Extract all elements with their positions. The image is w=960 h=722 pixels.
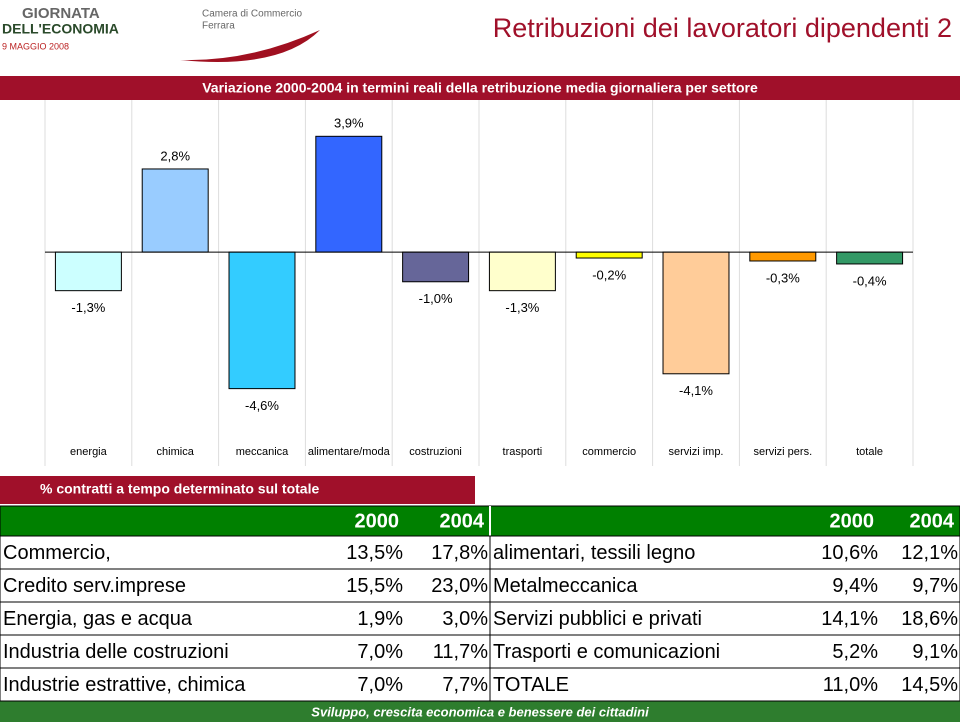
cell-value: 18,6% [901, 608, 958, 630]
row-label: alimentari, tessili legno [493, 542, 695, 564]
x-tick-label: trasporti [503, 446, 543, 458]
cell-value: 14,5% [901, 674, 958, 696]
bar [228, 251, 296, 390]
cell-value: 11,7% [433, 641, 488, 663]
chart-title: Variazione 2000-2004 in termini reali de… [202, 80, 758, 96]
column-header: 2004 [910, 510, 955, 532]
value-label: -1,0% [419, 291, 453, 306]
chamber-text: Camera di Commercio [202, 9, 302, 20]
value-label: -4,6% [245, 398, 279, 413]
cell-value: 3,0% [442, 608, 488, 630]
bar [141, 168, 209, 253]
value-label: -0,4% [853, 273, 887, 288]
cell-value: 9,7% [912, 575, 958, 597]
bar [402, 251, 470, 283]
bar [315, 135, 383, 253]
row-label: TOTALE [493, 674, 569, 696]
bar [749, 251, 817, 262]
cell-value: 7,7% [442, 674, 488, 696]
value-label: -0,2% [592, 268, 626, 283]
cell-value: 10,6% [821, 542, 878, 564]
cell-value: 5,2% [832, 641, 878, 663]
cell-value: 17,8% [431, 542, 488, 564]
table-title: % contratti a tempo determinato sul tota… [40, 481, 319, 497]
column-header: 2004 [440, 510, 485, 532]
cell-value: 9,1% [912, 641, 958, 663]
table-row [0, 568, 960, 603]
cell-value: 9,4% [832, 575, 878, 597]
value-label: -1,3% [71, 300, 105, 315]
cell-value: 11,0% [823, 674, 878, 696]
table-header [0, 505, 960, 537]
row-label: Energia, gas e acqua [3, 608, 193, 630]
logo-text: DELL'ECONOMIA [2, 21, 119, 37]
row-label: Industria delle costruzioni [3, 641, 229, 663]
row-label: Servizi pubblici e privati [493, 608, 702, 630]
value-label: 2,8% [160, 148, 190, 163]
x-tick-label: chimica [157, 446, 195, 458]
footer-text: Sviluppo, crescita economica e benessere… [311, 704, 649, 719]
slide-title: Retribuzioni dei lavoratori dipendenti 2 [493, 13, 952, 43]
cell-value: 23,0% [431, 575, 488, 597]
chart-title-bar [0, 76, 960, 100]
cell-value: 13,5% [346, 542, 403, 564]
table-title-bar [0, 476, 475, 504]
bar [488, 251, 556, 292]
row-label: Trasporti e comunicazioni [493, 641, 720, 663]
column-header: 2000 [355, 510, 400, 532]
value-label: -1,3% [505, 300, 539, 315]
cell-value: 15,5% [346, 575, 403, 597]
table-row [0, 667, 960, 702]
bar [54, 251, 122, 292]
row-label: Metalmeccanica [493, 575, 638, 597]
x-tick-label: totale [856, 446, 883, 458]
bar [836, 251, 904, 265]
x-tick-label: alimentare/moda [308, 446, 391, 458]
cell-value: 12,1% [901, 542, 958, 564]
x-tick-label: servizi pers. [753, 446, 812, 458]
row-label: Commercio, [3, 542, 111, 564]
row-label: Industrie estrattive, chimica [3, 674, 246, 696]
chamber-text: Ferrara [202, 21, 235, 32]
x-tick-label: meccanica [236, 446, 289, 458]
value-label: -0,3% [766, 270, 800, 285]
cell-value: 7,0% [357, 641, 403, 663]
x-tick-label: commercio [582, 446, 636, 458]
table-row [0, 634, 960, 669]
logo-swoosh [180, 30, 320, 62]
bar [662, 251, 730, 375]
value-label: 3,9% [334, 116, 364, 131]
cell-value: 7,0% [357, 674, 403, 696]
x-tick-label: energia [70, 446, 108, 458]
cell-value: 14,1% [821, 608, 878, 630]
x-tick-label: servizi imp. [668, 446, 723, 458]
x-tick-label: costruzioni [409, 446, 462, 458]
table-row [0, 535, 960, 570]
logo-text: GIORNATA [22, 5, 100, 22]
footer-bar [0, 701, 960, 722]
logo-date: 9 MAGGIO 2008 [2, 41, 69, 51]
row-label: Credito serv.imprese [3, 575, 186, 597]
cell-value: 1,9% [357, 608, 403, 630]
column-header: 2000 [830, 510, 875, 532]
value-label: -4,1% [679, 383, 713, 398]
bar [575, 251, 643, 259]
